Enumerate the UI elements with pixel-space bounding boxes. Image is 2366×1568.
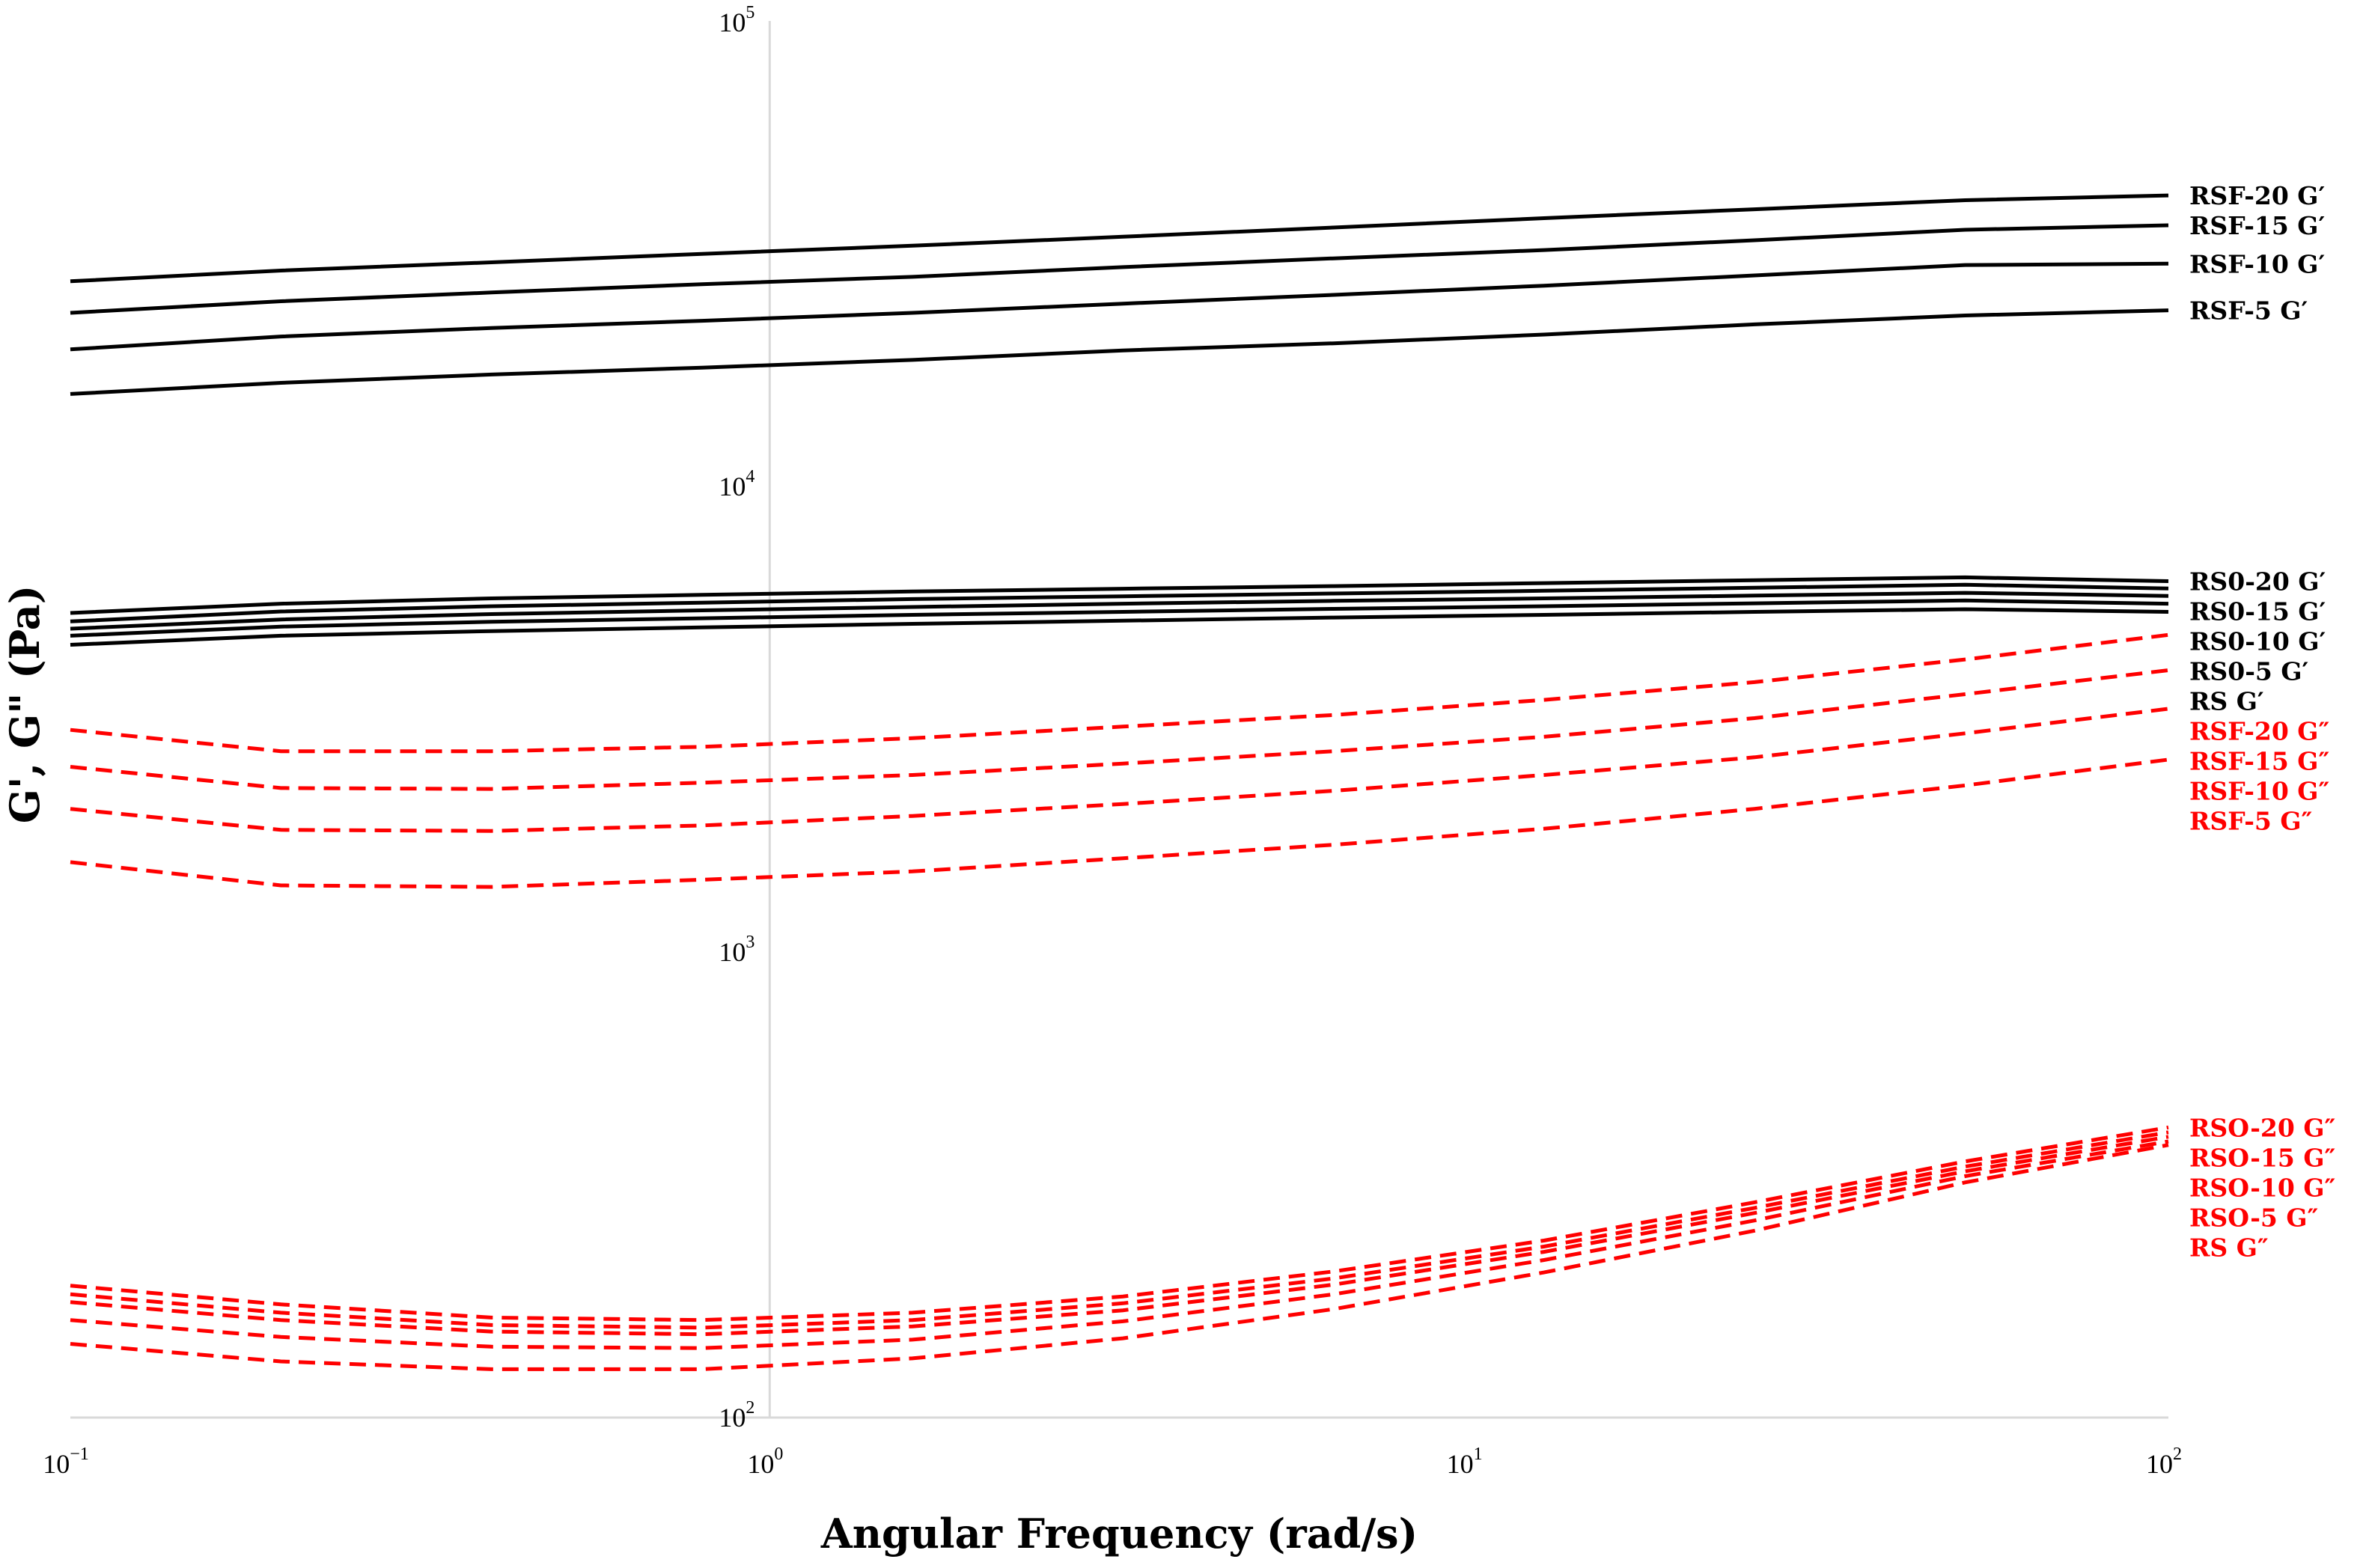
series-line-loss (70, 1135, 2169, 1337)
y-tick-label: 102 (719, 1398, 754, 1433)
x-tick-label: 10−1 (43, 1445, 89, 1479)
series-label: RSF-20 G″ (2189, 717, 2329, 746)
series-line-loss (70, 707, 2169, 833)
series-line-loss (70, 1139, 2169, 1350)
series-line-loss (70, 632, 2169, 754)
series-line-loss (70, 757, 2169, 889)
series-labels: RSF-20 G′RSF-15 G′ RSF-10 G′ RSF-5 G′ RS0-2… (2189, 181, 2335, 1262)
x-tick-label-base: 10 (2146, 1449, 2173, 1479)
series-label: RS0-10 G′ (2189, 627, 2326, 656)
series-label: RSO-15 G″ (2189, 1143, 2335, 1172)
series-line-loss (70, 1125, 2169, 1323)
series-line-storage (70, 607, 2169, 647)
series-label: RS0-5 G′ (2189, 657, 2308, 686)
series-label: RS0-15 G′ (2189, 597, 2326, 626)
y-tick-label-base: 10 (719, 937, 746, 967)
x-tick-label-base: 10 (1447, 1449, 1474, 1479)
x-tick-label-exponent: 1 (1474, 1445, 1483, 1464)
series-label: RSF-5 G″ (2189, 807, 2312, 836)
series-line-storage (70, 223, 2169, 315)
x-axis-label: Angular Frequency (rad/s) (820, 1510, 1418, 1558)
series-label: RSF-20 G′ (2189, 181, 2325, 210)
series-label: RSF-10 G″ (2189, 777, 2329, 806)
series-line-storage (70, 598, 2169, 638)
series-line-storage (70, 591, 2169, 631)
series-label: RSO-5 G″ (2189, 1203, 2318, 1232)
series-label: RS0-20 G′ (2189, 567, 2326, 597)
series-label: RSF-5 G′ (2189, 296, 2308, 326)
series-label: RSO-20 G″ (2189, 1113, 2335, 1142)
y-tick-label: 104 (719, 467, 754, 501)
y-axis-label: G', G" (Pa) (1, 585, 49, 824)
y-tick-label-exponent: 5 (746, 3, 754, 22)
series-line-storage (70, 308, 2169, 396)
series-line-storage (70, 582, 2169, 623)
series-label: RS G″ (2189, 1233, 2269, 1262)
x-tick-label: 101 (1447, 1445, 1483, 1479)
series-line-storage (70, 261, 2169, 352)
x-tick-label: 102 (2146, 1445, 2182, 1479)
series-line-storage (70, 575, 2169, 615)
y-tick-label-exponent: 2 (746, 1398, 754, 1418)
y-tick-label-base: 10 (719, 472, 746, 501)
y-tick-label: 103 (719, 933, 754, 967)
series-label: RS G′ (2189, 687, 2264, 716)
x-tick-label-base: 10 (747, 1449, 774, 1479)
x-tick-label-exponent: −1 (70, 1445, 89, 1464)
y-tick-label-base: 10 (719, 1403, 746, 1433)
x-tick-label-exponent: 0 (774, 1445, 783, 1464)
series-label: RSF-10 G′ (2189, 249, 2325, 278)
x-tick-labels: 10−1 100 101 102 (43, 1445, 2182, 1479)
series-line-loss (70, 668, 2169, 791)
y-tick-label: 105 (719, 3, 754, 37)
y-tick-label-exponent: 4 (746, 467, 754, 486)
series-label: RSF-15 G′ (2189, 211, 2325, 240)
x-tick-label: 100 (747, 1445, 783, 1479)
series-line-storage (70, 193, 2169, 284)
y-tick-label-exponent: 3 (746, 933, 754, 952)
x-tick-label-base: 10 (43, 1449, 70, 1479)
series-label: RSF-15 G″ (2189, 747, 2329, 776)
y-tick-label-base: 10 (719, 7, 746, 37)
axes (70, 21, 2168, 1419)
series-line-loss (70, 1130, 2169, 1330)
series-label: RSO-10 G″ (2189, 1173, 2335, 1202)
series-lines (70, 193, 2169, 1371)
x-tick-label-exponent: 2 (2173, 1445, 2182, 1464)
series-line-loss (70, 1143, 2169, 1371)
